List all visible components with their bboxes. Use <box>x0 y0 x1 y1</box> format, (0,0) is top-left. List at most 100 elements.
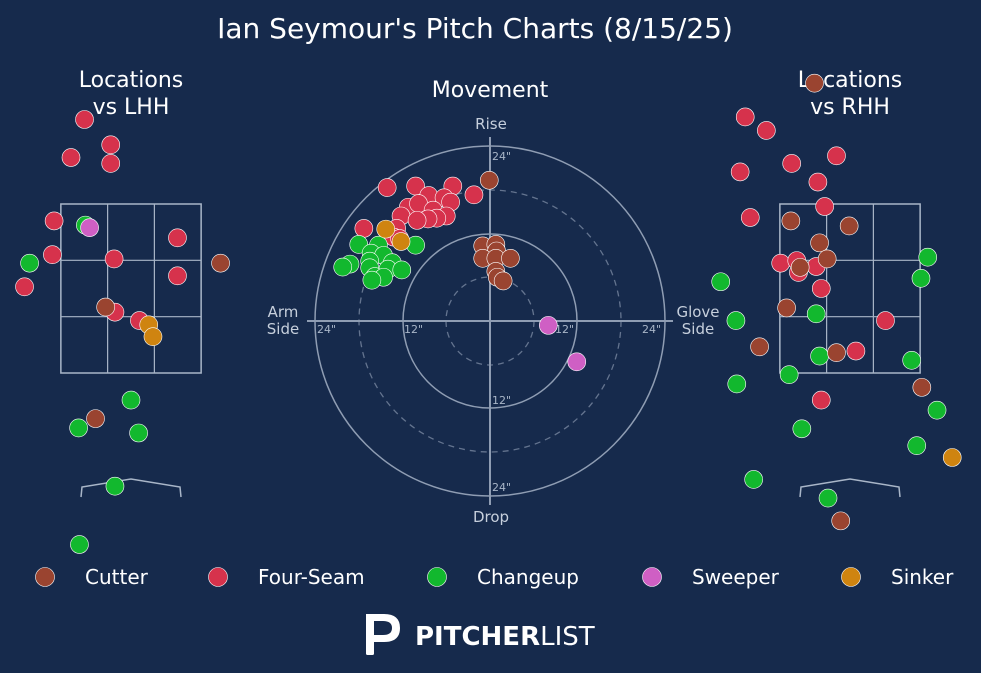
movement-point-changeup <box>392 260 412 280</box>
pitch-point-four-seam <box>811 390 831 410</box>
pitch-point-changeup <box>744 470 763 489</box>
pitch-point-sinker <box>143 327 163 346</box>
legend-marker-sinker <box>841 567 861 587</box>
pitch-point-changeup <box>129 423 148 443</box>
legend-label-four-seam: Four-Seam <box>258 565 365 589</box>
pitch-point-cutter <box>96 297 115 317</box>
pitch-point-four-seam <box>876 311 895 330</box>
pitch-point-sweeper <box>80 218 99 237</box>
pitch-point-changeup <box>792 419 812 439</box>
pitch-point-changeup <box>779 365 799 384</box>
legend-label-changeup: Changeup <box>477 565 579 589</box>
movement-point-four-seam <box>354 219 374 238</box>
panel-title-lhh-line1: Locations <box>79 68 184 93</box>
pitch-point-four-seam <box>782 154 801 173</box>
pitch-point-four-seam <box>43 245 62 264</box>
pitch-point-four-seam <box>101 135 121 155</box>
pitch-point-cutter <box>805 73 824 93</box>
strike-zone-box-lhh <box>60 203 202 374</box>
pitch-point-changeup <box>711 272 731 292</box>
pitch-point-changeup <box>918 247 938 267</box>
pitch-point-cutter <box>817 249 837 269</box>
home-plate-lhh <box>80 478 182 498</box>
pitch-points-rhh <box>711 73 962 531</box>
legend-marker-changeup <box>427 567 447 587</box>
axis-label-glove-line1: Glove <box>676 303 719 321</box>
pitch-point-four-seam <box>735 107 755 127</box>
ring-label-bottom-12: 12" <box>492 394 511 407</box>
pitch-point-four-seam <box>61 148 81 167</box>
pitch-point-cutter <box>211 253 230 273</box>
pitch-point-four-seam <box>771 253 791 273</box>
movement-point-sweeper <box>539 316 558 335</box>
pitch-point-four-seam <box>168 266 187 286</box>
pitch-point-cutter <box>912 378 932 397</box>
pitch-point-cutter <box>810 233 829 253</box>
movement-point-four-seam <box>464 185 484 205</box>
panel-locations-rhh: Locations vs RHH <box>711 68 962 531</box>
pitch-point-four-seam <box>730 162 750 182</box>
panel-movement: Movement 24" 12" 24" 24" 12" 12" 24" Ris… <box>267 78 720 526</box>
pitch-point-cutter <box>750 337 769 357</box>
pitch-point-four-seam <box>740 208 760 227</box>
panel-title-rhh-line2: vs RHH <box>810 95 890 120</box>
ring-label-bottom-24: 24" <box>492 481 511 494</box>
pitch-point-four-seam <box>827 146 846 166</box>
axis-label-arm-line1: Arm <box>268 303 299 321</box>
pitch-point-four-seam <box>44 211 64 231</box>
ring-label-left-12: 12" <box>404 323 423 336</box>
axis-label-drop: Drop <box>473 508 509 526</box>
pitch-point-four-seam <box>757 121 776 140</box>
legend: Cutter Four-Seam Changeup Sweeper Sinker <box>35 565 954 589</box>
pitch-point-changeup <box>105 476 125 496</box>
pitch-point-changeup <box>810 346 829 366</box>
pitch-point-cutter <box>790 258 810 277</box>
pitch-point-cutter <box>839 216 859 236</box>
pitch-point-changeup <box>70 535 89 554</box>
pitch-point-cutter <box>777 298 796 318</box>
pitch-point-four-seam <box>811 279 831 298</box>
strike-zone-box-rhh <box>779 203 921 374</box>
pitch-point-changeup <box>927 400 947 420</box>
panel-title-movement: Movement <box>432 78 549 103</box>
pitch-point-four-seam <box>101 154 121 173</box>
axis-label-glove-line2: Side <box>682 320 714 338</box>
pitcherlist-logo: PITCHERLIST <box>366 614 595 655</box>
pitch-point-cutter <box>827 343 846 363</box>
movement-point-cutter <box>479 170 499 190</box>
movement-point-sinker <box>376 219 396 239</box>
pitch-point-four-seam <box>15 277 34 297</box>
pitch-point-cutter <box>831 511 851 531</box>
pitch-point-changeup <box>726 311 746 330</box>
pitch-point-changeup <box>806 304 826 324</box>
ring-label-right-12: 12" <box>555 323 574 336</box>
brand-light: LIST <box>540 622 595 652</box>
panel-title-lhh-line2: vs LHH <box>93 95 170 120</box>
panel-locations-lhh: Locations vs LHH <box>15 68 230 554</box>
ring-label-right-24: 24" <box>642 323 661 336</box>
pitch-points-lhh <box>15 110 230 554</box>
movement-point-four-seam <box>407 211 427 230</box>
pitch-point-four-seam <box>168 228 187 248</box>
brand-bold: PITCHER <box>415 622 540 652</box>
pitch-point-four-seam <box>815 197 834 216</box>
movement-point-changeup <box>333 257 353 277</box>
pitch-point-sinker <box>942 448 962 467</box>
axis-label-arm-line2: Side <box>267 320 299 338</box>
pitch-points-movement <box>333 170 587 372</box>
pitch-point-cutter <box>86 409 105 428</box>
movement-point-sweeper <box>567 352 587 372</box>
pitch-point-changeup <box>902 351 921 370</box>
legend-label-sinker: Sinker <box>891 565 954 589</box>
legend-marker-sweeper <box>642 567 662 587</box>
pitch-point-changeup <box>907 436 927 455</box>
ring-label-left-24: 24" <box>317 323 336 336</box>
ring-label-top-24: 24" <box>492 150 511 163</box>
pitch-point-changeup <box>818 488 838 508</box>
legend-label-cutter: Cutter <box>85 565 149 589</box>
legend-marker-cutter <box>35 567 55 587</box>
legend-marker-four-seam <box>208 567 228 587</box>
pitch-point-cutter <box>781 211 801 231</box>
figure-title: Ian Seymour's Pitch Charts (8/15/25) <box>217 12 733 45</box>
